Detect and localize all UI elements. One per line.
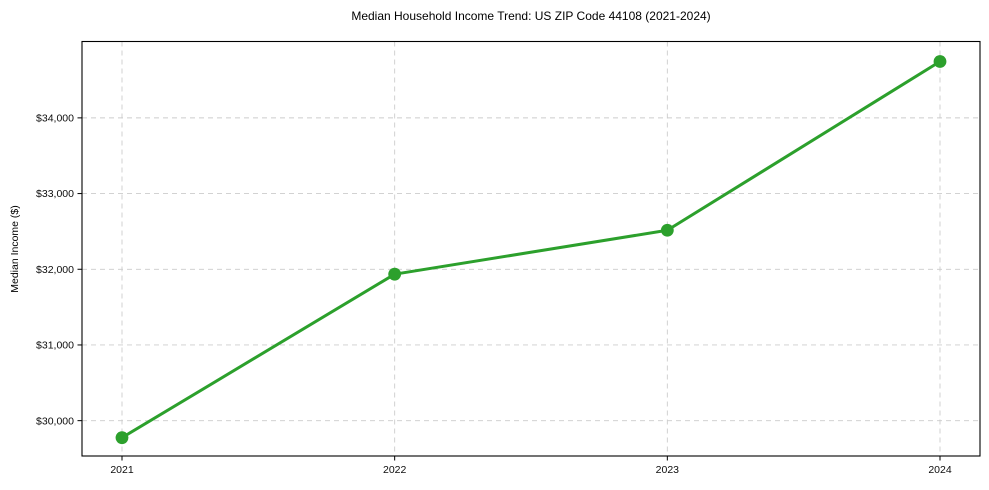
x-tick-label: 2024 [928, 464, 952, 476]
chart-title: Median Household Income Trend: US ZIP Co… [351, 9, 711, 23]
data-point [933, 55, 947, 68]
data-point [115, 431, 129, 445]
x-tick-label: 2023 [656, 464, 680, 476]
income-trend-line [120, 59, 942, 440]
data-point [388, 267, 402, 281]
plot-frame [81, 40, 981, 457]
y-tick-label: $33,000 [36, 188, 74, 200]
x-tick-label: 2022 [383, 464, 407, 476]
data-point [660, 223, 674, 237]
x-tick-label: 2021 [110, 464, 134, 476]
y-tick-label: $30,000 [36, 415, 74, 427]
y-tick-label: $31,000 [36, 340, 74, 352]
y-tick-label: $34,000 [36, 112, 74, 124]
y-tick-label: $32,000 [36, 264, 74, 276]
